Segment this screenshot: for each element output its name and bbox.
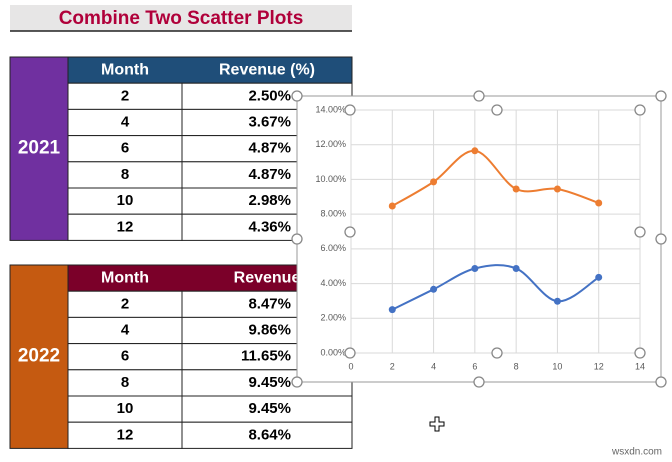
cell: [181, 395, 353, 423]
month-cell: 4: [121, 113, 130, 130]
month-cell: 8: [121, 374, 129, 391]
month-cell: 12: [117, 426, 134, 443]
x-tick-label: 4: [431, 361, 436, 371]
point: [595, 199, 603, 207]
revenue-cell: 9.86%: [248, 321, 291, 338]
year-label: 2021: [18, 138, 61, 159]
month-cell: 6: [121, 348, 129, 365]
year-cell: [9, 56, 69, 241]
resize-handle: [655, 233, 667, 245]
x-tick-label: 10: [552, 361, 562, 371]
point: [553, 185, 561, 193]
resize-handle: [344, 347, 356, 359]
revenue-cell: 2.98%: [248, 192, 291, 209]
y-tick-label: 4.00%: [320, 278, 346, 288]
watermark: wsxdn.com: [611, 447, 662, 458]
y-tick-label: 8.00%: [320, 209, 346, 219]
x-tick-label: 12: [594, 361, 604, 371]
move-cursor: [429, 416, 445, 432]
series-line: [391, 149, 600, 207]
resize-handle: [291, 90, 303, 102]
cell: [67, 187, 183, 215]
y-tick-label: 14.00%: [315, 104, 346, 114]
revenue-cell: 9.45%: [248, 400, 291, 417]
revenue-cell: 9.45%: [248, 374, 291, 391]
y-tick-label: 10.00%: [315, 174, 346, 184]
month-cell: 10: [117, 400, 134, 417]
x-tick-label: 2: [390, 361, 395, 371]
resize-handle: [634, 226, 646, 238]
point: [471, 147, 479, 155]
month-cell: 6: [121, 140, 129, 157]
header-cell: Revenue (%): [219, 61, 315, 78]
month-cell: 4: [121, 321, 130, 338]
header-cell: Revenue: [234, 269, 301, 286]
header-cell: Month: [101, 269, 149, 286]
resize-handle: [344, 104, 356, 116]
revenue-cell: 4.36%: [248, 218, 291, 235]
resize-handle: [344, 226, 356, 238]
resize-handle: [655, 90, 667, 102]
y-tick-label: 6.00%: [320, 243, 346, 253]
title-box: [10, 5, 352, 31]
point: [388, 202, 396, 210]
resize-handle: [655, 376, 667, 388]
cell: [67, 421, 183, 449]
point: [430, 285, 438, 293]
point: [553, 297, 561, 305]
month-cell: 2: [121, 295, 129, 312]
chart-frame: [296, 95, 662, 383]
resize-handle: [291, 233, 303, 245]
month-cell: 12: [117, 218, 134, 235]
cell: [181, 421, 353, 449]
resize-handle: [634, 104, 646, 116]
revenue-cell: 11.65%: [241, 348, 291, 365]
cell: [67, 395, 183, 423]
revenue-cell: 4.87%: [248, 140, 291, 157]
revenue-cell: 8.64%: [248, 426, 291, 443]
resize-handle: [491, 104, 503, 116]
y-tick-label: 12.00%: [315, 139, 346, 149]
resize-handle: [491, 347, 503, 359]
revenue-cell: 8.47%: [248, 295, 291, 312]
header-cell: Month: [101, 61, 149, 78]
cell: [67, 161, 183, 189]
cell: [67, 82, 183, 110]
title: Combine Two Scatter Plots: [59, 8, 304, 29]
point: [512, 185, 520, 193]
x-tick-label: 0: [348, 361, 353, 371]
revenue-cell: 4.87%: [248, 166, 291, 183]
resize-handle: [291, 376, 303, 388]
cell: [67, 316, 183, 345]
month-cell: 10: [117, 192, 134, 209]
resize-handle: [473, 376, 485, 388]
point: [388, 306, 396, 314]
point: [430, 178, 438, 186]
resize-handle: [473, 90, 485, 102]
month-cell: 2: [121, 87, 129, 104]
x-tick-label: 14: [635, 361, 645, 371]
point: [471, 264, 479, 272]
resize-handle: [634, 347, 646, 359]
y-tick-label: 2.00%: [320, 313, 346, 323]
point: [512, 264, 520, 272]
series-line: [391, 264, 600, 311]
x-tick-label: 8: [514, 361, 519, 371]
y-tick-label: 0.00%: [320, 347, 346, 357]
cell: [67, 213, 183, 241]
x-tick-label: 6: [472, 361, 477, 371]
point: [595, 273, 603, 281]
year-label: 2022: [18, 346, 60, 367]
month-cell: 8: [121, 166, 129, 183]
revenue-cell: 2.50%: [248, 87, 291, 104]
revenue-cell: 3.67%: [248, 113, 291, 130]
move-cursor-shape: [429, 416, 445, 432]
